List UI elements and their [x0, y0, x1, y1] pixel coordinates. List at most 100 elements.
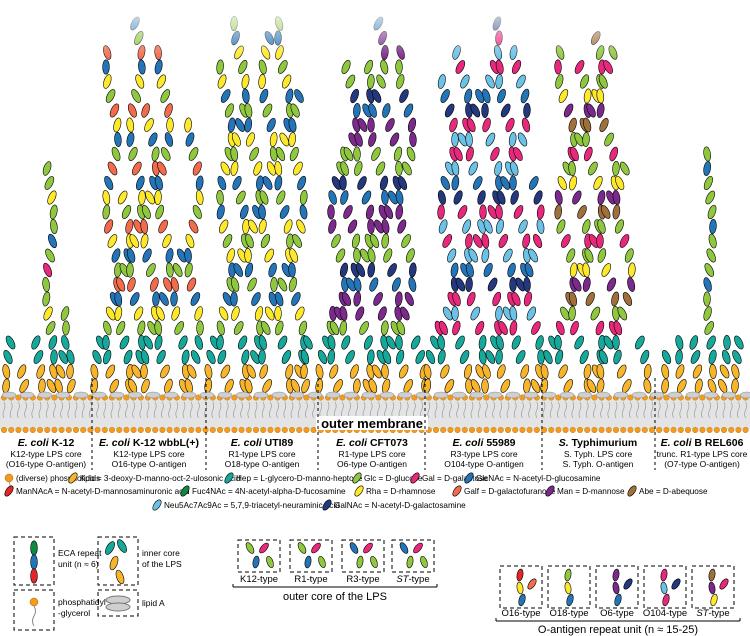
st-chain: [640, 349, 650, 365]
b-chain: [731, 364, 740, 379]
o16-chain: [113, 117, 122, 133]
st-chain: [560, 306, 570, 321]
lipid-head: [245, 427, 252, 434]
o18-chain: [231, 306, 240, 321]
o16-chain: [155, 204, 164, 220]
k12-chain: [43, 306, 53, 321]
o104-chain: [509, 306, 518, 321]
o18-chain: [300, 190, 308, 205]
o6-chain: [347, 219, 358, 234]
o6-chain: [327, 349, 336, 365]
lipid-head: [605, 427, 612, 434]
o104-chain: [465, 132, 473, 147]
o18-chain: [220, 364, 231, 379]
lipid-head: [296, 427, 303, 434]
pg-label-2: -glycerol: [58, 608, 90, 618]
o16-chain: [157, 161, 167, 176]
o18-chain: [216, 335, 224, 350]
o104-chain: [460, 74, 470, 89]
o18-chain: [299, 204, 308, 220]
k12-chain: [66, 349, 75, 365]
o16-chain: [162, 233, 172, 249]
o104-chain: [523, 291, 532, 307]
o16-chain: [188, 219, 199, 234]
lipid-head: [476, 427, 483, 434]
o18-chain: [226, 248, 235, 263]
o18-chain: [278, 60, 288, 74]
o16-chain: [102, 204, 111, 220]
lipid-head: [519, 427, 526, 434]
strain-core: R3-type LPS core: [450, 449, 517, 459]
o18-chain: [216, 59, 224, 75]
k12-chain: [66, 378, 76, 394]
st-chain: [609, 146, 619, 162]
o16-chain: [194, 306, 203, 321]
o104-chain: [470, 103, 481, 118]
o16-chain: [154, 59, 163, 75]
o6-chain: [403, 379, 413, 393]
o104-chain: [482, 364, 491, 379]
lipid-head: [51, 394, 58, 401]
lipid-tail: [420, 401, 423, 419]
o6-chain: [367, 349, 375, 365]
o6-chain: [381, 233, 390, 249]
lipid-a: [649, 391, 665, 399]
b-chain: [709, 219, 717, 234]
oag-sugar: [710, 593, 718, 607]
o6-chain: [353, 378, 361, 394]
st-chain: [583, 88, 592, 104]
st-chain: [555, 320, 565, 336]
b-chain: [690, 350, 701, 364]
lipid-tail: [218, 401, 222, 419]
k12-chain: [47, 190, 57, 205]
o6-chain: [329, 364, 339, 379]
o16-chain: [125, 219, 134, 234]
legend-swatch: [322, 499, 332, 511]
b-chain: [703, 277, 712, 292]
st-chain: [643, 364, 652, 379]
o18-chain: [268, 262, 277, 278]
o16-chain: [181, 349, 190, 365]
o104-chain: [475, 320, 485, 336]
o16-chain: [131, 364, 142, 379]
lipid-head: [252, 427, 259, 434]
o16-chain: [171, 306, 181, 321]
o104-chain: [526, 306, 537, 321]
o104-chain: [507, 262, 516, 278]
o16-chain: [119, 335, 130, 350]
o104-chain: [444, 103, 455, 118]
o6-chain: [367, 219, 375, 234]
st-chain: [596, 88, 605, 104]
lipid-a: [559, 391, 575, 399]
o6-chain: [401, 234, 411, 248]
o16-chain: [141, 378, 150, 394]
o16-chain: [103, 74, 112, 89]
o18-chain: [232, 175, 242, 191]
outer-core-sugar: [399, 542, 409, 554]
o18-chain: [244, 262, 254, 278]
o104-chain: [452, 320, 461, 336]
lipid-a: [181, 391, 197, 399]
oag-box: [595, 565, 639, 609]
o6-chain: [357, 118, 368, 132]
strain-core: R1-type LPS core: [338, 449, 405, 459]
lipid-a: [523, 391, 539, 399]
o104-chain: [533, 190, 543, 205]
o18-chain: [285, 364, 294, 379]
b-chain: [676, 379, 687, 393]
o6-chain: [395, 204, 404, 220]
pg-tail: [32, 605, 36, 627]
o104-chain: [455, 335, 465, 350]
o104-chain: [536, 219, 545, 234]
lipid-tail: [89, 401, 92, 419]
o18-chain: [241, 349, 250, 365]
st-chain: [612, 335, 620, 350]
lipid-head: [627, 427, 634, 434]
lipid-tail: [528, 401, 531, 419]
lipid-head: [699, 394, 706, 401]
o6-chain: [353, 291, 362, 307]
o16-chain: [186, 277, 197, 292]
lipid-head: [310, 427, 317, 434]
oag-sugar: [516, 568, 524, 582]
